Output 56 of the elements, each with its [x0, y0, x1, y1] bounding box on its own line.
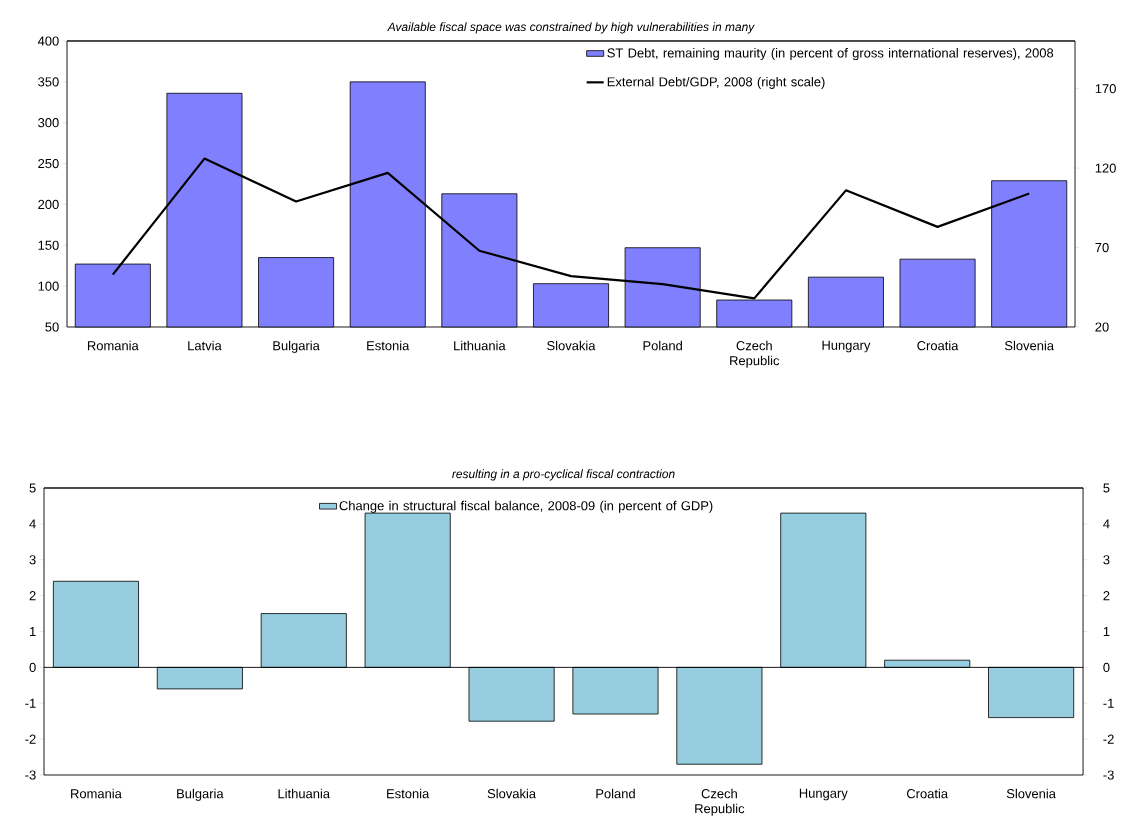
y-tick-label: 100 — [38, 281, 59, 291]
y2-tick-label: 0 — [1103, 662, 1110, 672]
y-tick-label: -3 — [25, 770, 36, 780]
x-tick-label: Estonia — [387, 788, 430, 799]
x-tick-label: Poland — [643, 340, 682, 351]
x-tick-label: Hungary — [799, 788, 848, 801]
y2-tick-label: 1 — [1103, 627, 1110, 636]
y-tick-label: -1 — [25, 698, 36, 708]
x-tick-label: Estonia — [367, 340, 410, 351]
y-tick-label: 200 — [38, 199, 59, 210]
y2-tick-label: 4 — [1103, 519, 1110, 529]
y2-tick-label: 5 — [1103, 483, 1110, 493]
y2-tick-label: -1 — [1103, 698, 1114, 708]
y2-tick-label: -2 — [1103, 734, 1114, 744]
x-tick-label: Poland — [596, 788, 635, 799]
y-tick-label: 0 — [29, 662, 36, 672]
y2-tick-label: 70 — [1095, 242, 1109, 253]
x-tick-label: Slovakia — [487, 788, 537, 799]
x-tick-label: Slovenia — [1006, 788, 1056, 799]
y2-tick-label: 2 — [1103, 591, 1110, 601]
y-tick-label: 4 — [29, 519, 36, 529]
x-tick-label: Czech Republic — [695, 788, 745, 816]
legend-label: Change in structural fiscal balance, 2008-09 (in percent of GDP) — [339, 500, 713, 513]
chart-title: Available fiscal space was constrained by high vulnerabilities in many — [387, 22, 755, 34]
y2-tick-label: -3 — [1103, 770, 1114, 780]
y2-tick-label: 120 — [1095, 163, 1116, 173]
y-tick-label: 50 — [45, 322, 59, 332]
y-tick-label: 300 — [38, 118, 59, 128]
y2-tick-label: 3 — [1103, 555, 1110, 565]
y-tick-label: 250 — [38, 158, 59, 169]
x-tick-label: Czech Republic — [730, 340, 780, 368]
x-tick-label: Croatia — [917, 340, 959, 351]
y-tick-label: 350 — [38, 77, 59, 87]
y-tick-label: 2 — [29, 591, 36, 601]
x-tick-label: Latvia — [188, 340, 222, 351]
x-tick-label: Slovenia — [1004, 340, 1055, 351]
legend-label: External Debt/GDP, 2008 (right scale) — [607, 76, 825, 89]
y2-tick-label: 170 — [1095, 84, 1116, 94]
x-tick-label: Hungary — [822, 340, 871, 353]
y-tick-label: 150 — [38, 240, 59, 250]
y-tick-label: 1 — [30, 627, 36, 636]
x-tick-label: Lithuania — [278, 788, 331, 799]
legend-label: ST Debt, remaining maurity (in percent of gross international reserves), 2008 — [607, 48, 1054, 61]
x-tick-label: Croatia — [906, 788, 949, 799]
y2-tick-label: 20 — [1095, 322, 1109, 332]
x-tick-label: Romania — [71, 788, 122, 799]
x-tick-label: Bulgaria — [273, 340, 320, 353]
x-tick-label: Slovakia — [547, 340, 596, 351]
y-tick-label: -2 — [25, 734, 36, 744]
x-tick-label: Bulgaria — [177, 788, 224, 801]
x-tick-label: Romania — [87, 340, 139, 351]
chart-title: resulting in a pro-cyclical fiscal contraction — [452, 469, 675, 481]
y-tick-label: 3 — [29, 555, 36, 565]
y-tick-label: 400 — [37, 36, 59, 46]
x-tick-label: Lithuania — [454, 340, 506, 351]
y-tick-label: 5 — [29, 483, 36, 493]
